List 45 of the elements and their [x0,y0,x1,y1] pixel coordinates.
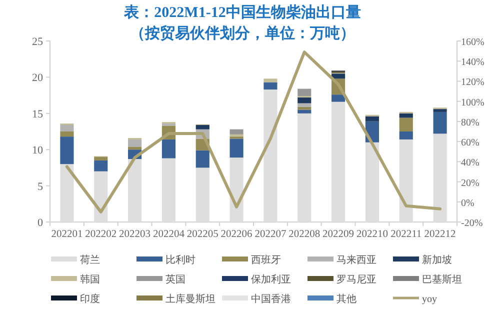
y2-tick-label: 40% [461,158,480,169]
legend-label: 罗马尼亚 [336,274,376,286]
legend-label: 中国香港 [251,293,291,305]
x-tick-label: 202206 [220,229,252,240]
x-tick-label: 202209 [322,229,354,240]
x-tick-label: 202210 [356,229,388,240]
y-tick-label: 20 [32,72,44,84]
x-tick-label: 202201 [51,229,83,240]
x-tick-label: 202207 [254,229,286,240]
x-tick-label: 202202 [85,229,117,240]
x-tick-label: 202203 [119,229,151,240]
y-tick-label: 25 [32,36,44,48]
legend-label: 韩国 [80,274,100,286]
legend-label: 英国 [166,274,186,286]
y2-tick-label: 160% [461,37,484,48]
y-tick-label: 10 [32,144,44,157]
legend-label: 马来西亚 [336,254,376,266]
legend-label: 其他 [336,293,356,305]
y-tick-label: 15 [32,108,44,120]
x-tick-label: 202204 [152,229,186,240]
y2-tick-label: 0% [461,198,474,209]
legend-label: yoy [422,294,437,305]
y2-tick-label: 20% [461,178,480,189]
legend-label: 西班牙 [251,254,281,266]
legend-label: 土库曼斯坦 [166,293,216,305]
x-tick-label: 202211 [390,229,422,240]
x-tick-label: 202205 [186,229,218,240]
chart-subtitle: （按贸易伙伴划分，单位：万吨） [130,25,355,42]
x-tick-label: 202208 [288,229,320,240]
chart-title: 表：2022M1-12中国生物柴油出口量 [123,4,361,21]
legend-label: 比利时 [166,254,196,266]
y2-tick-label: 140% [461,57,484,68]
legend-label: 荷兰 [80,254,100,266]
legend-label: 巴基斯坦 [422,274,462,286]
y2-tick-label: 120% [461,77,484,88]
y-tick-label: 0 [38,217,44,229]
x-tick-label: 202212 [424,229,456,240]
y2-tick-label: 60% [461,138,480,149]
y-tick-label: 5 [38,180,44,193]
legend-label: 保加利亚 [251,274,291,286]
y2-tick-label: 100% [461,97,484,108]
y2-tick-label: 80% [461,117,480,128]
legend-label: 新加坡 [422,254,452,266]
legend-label: 印度 [80,293,100,305]
y2-tick-label: -20% [461,218,483,229]
